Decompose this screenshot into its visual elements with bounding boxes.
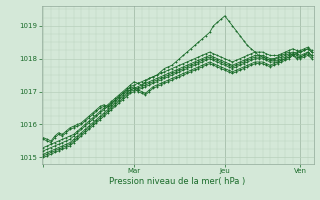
X-axis label: Pression niveau de la mer( hPa ): Pression niveau de la mer( hPa ) <box>109 177 246 186</box>
